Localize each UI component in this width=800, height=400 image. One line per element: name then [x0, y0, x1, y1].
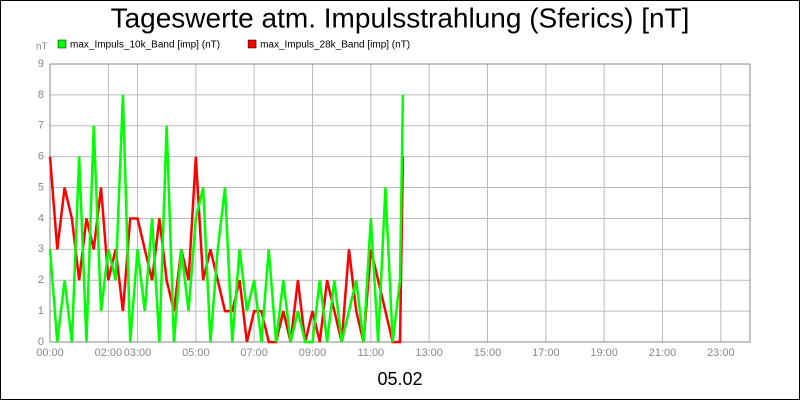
y-tick-label: 3 [38, 243, 44, 255]
x-tick-label: 19:00 [590, 347, 618, 359]
y-tick-label: 8 [38, 89, 44, 101]
y-tick-label: 9 [38, 58, 44, 70]
y-tick-label: 2 [38, 274, 44, 286]
legend-swatch [57, 39, 67, 49]
legend: max_Impuls_10k_Band [imp] (nT) max_Impuls… [57, 39, 410, 51]
x-tick-label: 09:00 [299, 347, 327, 359]
x-axis-label: 05.02 [377, 369, 422, 389]
x-tick-label: 02:00 [95, 347, 123, 359]
legend-label: max_Impuls_10k_Band [imp] (nT) [70, 40, 220, 51]
x-tick-label: 11:00 [357, 347, 384, 359]
x-tick-label: 15:00 [474, 347, 502, 359]
x-tick-label: 03:00 [124, 347, 152, 359]
x-tick-label: 00:00 [36, 347, 64, 359]
y-tick-label: 4 [38, 212, 44, 224]
series-line [48, 94, 405, 344]
y-tick-label: 0 [38, 336, 44, 348]
y-axis-label: nT [36, 42, 48, 53]
series-line [48, 156, 405, 344]
x-tick-label: 07:00 [240, 347, 268, 359]
x-tick-label: 17:00 [532, 347, 560, 359]
chart-title: Tageswerte atm. Impulsstrahlung (Sferics… [111, 2, 690, 33]
y-tick-label: 1 [38, 305, 44, 317]
y-tick-label: 7 [38, 120, 44, 132]
legend-label: max_Impuls_28k_Band [imp] (nT) [260, 40, 410, 51]
legend-swatch [247, 39, 257, 49]
y-tick-label: 5 [38, 181, 44, 193]
x-tick-label: 21:00 [649, 347, 677, 359]
x-tick-label: 05:00 [182, 347, 210, 359]
x-tick-label: 13:00 [415, 347, 443, 359]
x-tick-label: 23:00 [707, 347, 735, 359]
y-tick-label: 6 [38, 151, 44, 163]
